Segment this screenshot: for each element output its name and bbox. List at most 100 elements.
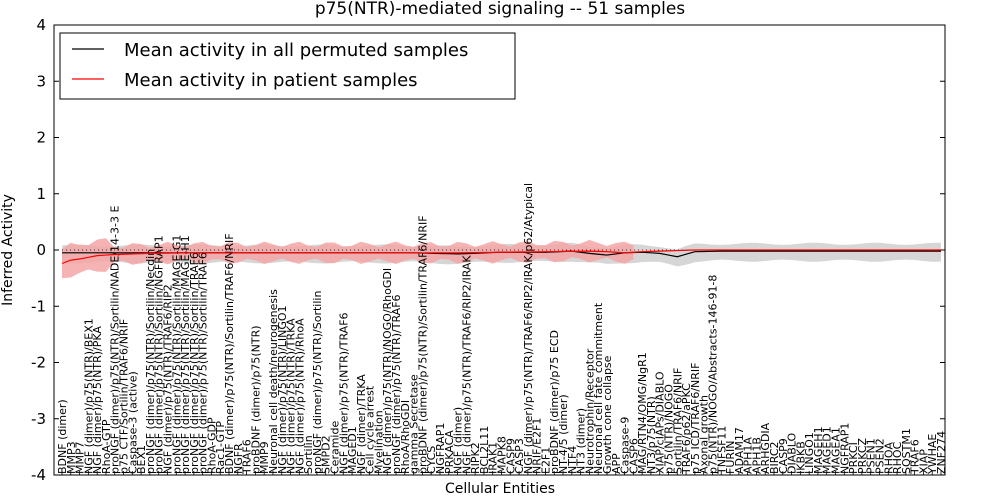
x-tick-label: SQSTM1 [900, 428, 913, 474]
x-tick-label: IKBKB [794, 441, 807, 474]
x-tick-label: TRAF6/p62/aPKC [680, 383, 693, 475]
x-tick-label: MMP7 [74, 441, 87, 474]
x-tick-label: NT-4/5 (dimer) [557, 394, 570, 474]
x-tick-label: Neuronal cell death/neurogenesis [267, 289, 280, 474]
y-tick-label: 4 [36, 16, 46, 34]
x-tick-label: ARHGDIA [759, 422, 772, 474]
x-tick-label: NGF (dimer)/p75(NTR)/PKA [91, 326, 104, 474]
patient-confidence-band [62, 238, 634, 279]
x-tick-label: MAGEH1 [812, 426, 825, 474]
x-tick-label: NGF (dimer)/p75(NTR)/BEX1 [82, 318, 95, 474]
x-tick-label: NGF (dimer)/p75(NTR)/TRKA [285, 318, 298, 474]
legend-label-permuted: Mean activity in all permuted samples [124, 40, 468, 61]
x-tick-label: CYCS [425, 446, 438, 474]
x-tick-label: gamma Secretase [408, 374, 421, 474]
x-tick-label: TRAF6 [241, 439, 254, 475]
x-tick-label: Cell cycle arrest [364, 385, 377, 474]
x-tick-label: Rac1-GTP [214, 421, 227, 474]
x-tick-label: SMPD2 [320, 435, 333, 474]
x-tick-label: NGF (dimer)/p75(NTR)/TRAF6 [337, 312, 350, 474]
x-tick-label: NRIF/E2F1 [531, 418, 544, 474]
x-tick-label: NGF (dimer)/p75(NTR)/TRAF6/RIP2/IRAK/p62… [522, 183, 535, 474]
y-tick-label: -2 [31, 354, 46, 372]
x-tick-label: ZNF274 [935, 431, 948, 474]
x-tick-label: BCL2L11 [478, 426, 491, 474]
x-tick-label: APP [610, 453, 623, 474]
x-tick-label: APH1B [750, 437, 763, 474]
legend-label-patient: Mean activity in patient samples [124, 70, 418, 91]
x-tick-label: RHOC [891, 441, 904, 474]
x-tick-label: Caspase-3 (active) [126, 371, 139, 474]
x-tick-label: p75 ICD/TRAF6/NRIF [689, 363, 702, 475]
x-tick-label: NGF (dimer) [452, 407, 465, 474]
x-tick-label: NGFR [232, 443, 245, 474]
x-tick-label: MAGEA1 [830, 427, 843, 474]
x-tick-label: p75(NTR)/NOGO [663, 384, 676, 474]
y-axis-label: Inferred Activity [0, 194, 16, 306]
x-tick-label: proNGF (dimer)/p75(NTR)/Sortilin/NADE/14… [109, 206, 122, 474]
x-tick-label: BIRC2 [768, 441, 781, 474]
y-tick-label: 0 [36, 241, 46, 259]
x-tick-label: Myelination [372, 410, 385, 474]
x-tick-label: proBDNF (dimer)/p75(NTR) [249, 325, 262, 474]
x-tick-label: proNGF (dimer)/p75(NTR)/Sortilin/MAGE-H1 [179, 235, 192, 474]
x-tick-label: RIPK2 [469, 442, 482, 474]
x-tick-label: Neurotrophin/Receptor [583, 348, 596, 474]
x-tick-label: MMP9 [258, 441, 271, 474]
x-tick-label: MMP3 [65, 441, 78, 474]
x-tick-label: Neuronal cell fate commitment [592, 302, 605, 474]
x-tick-label: TRAF6 [909, 439, 922, 475]
x-tick-label: ADAM17 [733, 427, 746, 474]
x-tick-label: NTF4 [566, 446, 579, 474]
x-tick-label: PRKCI [847, 442, 860, 474]
x-tick-label: proNGF (dimer)/p75(NTR)/Sortilin/TRAF6 [197, 252, 210, 474]
y-tick-label: 3 [36, 72, 46, 90]
x-tick-label: LINGO1 [803, 432, 816, 474]
x-tick-label: Caspase-9 [619, 417, 632, 474]
x-tick-label: NGF (dimer)/p75(NTR)/TRAF6/RIP2 [161, 284, 174, 474]
x-tick-label: MAGED1 [346, 426, 359, 474]
x-tick-label: p75 CTF/Sortilin/TRAF6/NRIF [118, 319, 131, 474]
x-tick-label: RHOA [882, 442, 895, 474]
chart-title: p75(NTR)-mediated signaling -- 51 sample… [315, 0, 685, 19]
x-tick-label: PRKCZ [856, 437, 869, 474]
x-axis-label: Cellular Entities [445, 481, 555, 497]
x-tick-label: RhoA-GTP [100, 419, 113, 474]
x-tick-label: BDNF (dimer)/p75(NTR)/Sortilin/TRAF6/NRI… [223, 233, 236, 474]
x-tick-label: DIABLO [786, 432, 799, 474]
x-tick-label: MAGED1 [821, 426, 834, 474]
x-tick-label: Ceramide [328, 421, 341, 474]
y-tick-label: -4 [31, 466, 46, 484]
y-tick-label: -1 [31, 297, 46, 315]
x-tick-label: proNGF (dimer)/p75(NTR)/Sortilin/NGFRAP1 [153, 235, 166, 474]
x-tick-label: Sortilin [302, 435, 315, 474]
x-tick-label: FURIN [724, 441, 737, 475]
x-tick-label: NGF (dimer)/p75(NTR)/LINGO1 [276, 305, 289, 474]
x-tick-label: Axonal growth [698, 395, 711, 474]
x-tick-label: Sortilin/TRAF6/NRIF [671, 368, 684, 474]
x-tick-label: APH1A [742, 437, 755, 474]
y-tick-label: 2 [36, 129, 46, 147]
x-tick-label: IRAK1 [487, 442, 500, 474]
x-tick-label: CASP3 [513, 438, 526, 474]
x-tick-label: NGF (dimer)/p75(NTR)/NOGO/RhoGDI [381, 268, 394, 474]
x-tick-label: RhoA/RhoGDI [399, 400, 412, 474]
x-tick-label: Growth cone collapse [601, 355, 614, 474]
x-tick-label: NGF (dimer)/TRKA [355, 374, 368, 474]
x-tick-label: MAG/RTN4/OMG/NgR1 [636, 352, 649, 474]
patient-mean-line [61, 249, 941, 265]
x-tick-label: BEX1 [135, 445, 148, 474]
x-tick-label: NGFRAP1 [838, 423, 851, 474]
x-tick-label: RhoA-GDP [205, 417, 218, 474]
x-tick-label: PSEN2 [873, 438, 886, 474]
y-tick-label: -3 [31, 410, 46, 428]
legend: Mean activity in all permuted samples Me… [59, 32, 516, 100]
x-tick-label: NT3/p75(NTR) [645, 396, 658, 474]
x-tick-label: p75(NTR)/NOGO/Abstracts-146-91-8 [706, 275, 719, 474]
x-tick-label: proNGF (dimer)/p75(NTR)/Sortilin/Necdin [144, 249, 157, 474]
x-tick-label: proBDNF (dimer)/p75 ECD [548, 330, 561, 474]
x-tick-label: BDNF (dimer) [56, 399, 69, 474]
x-tick-label: XIAP [917, 449, 930, 474]
